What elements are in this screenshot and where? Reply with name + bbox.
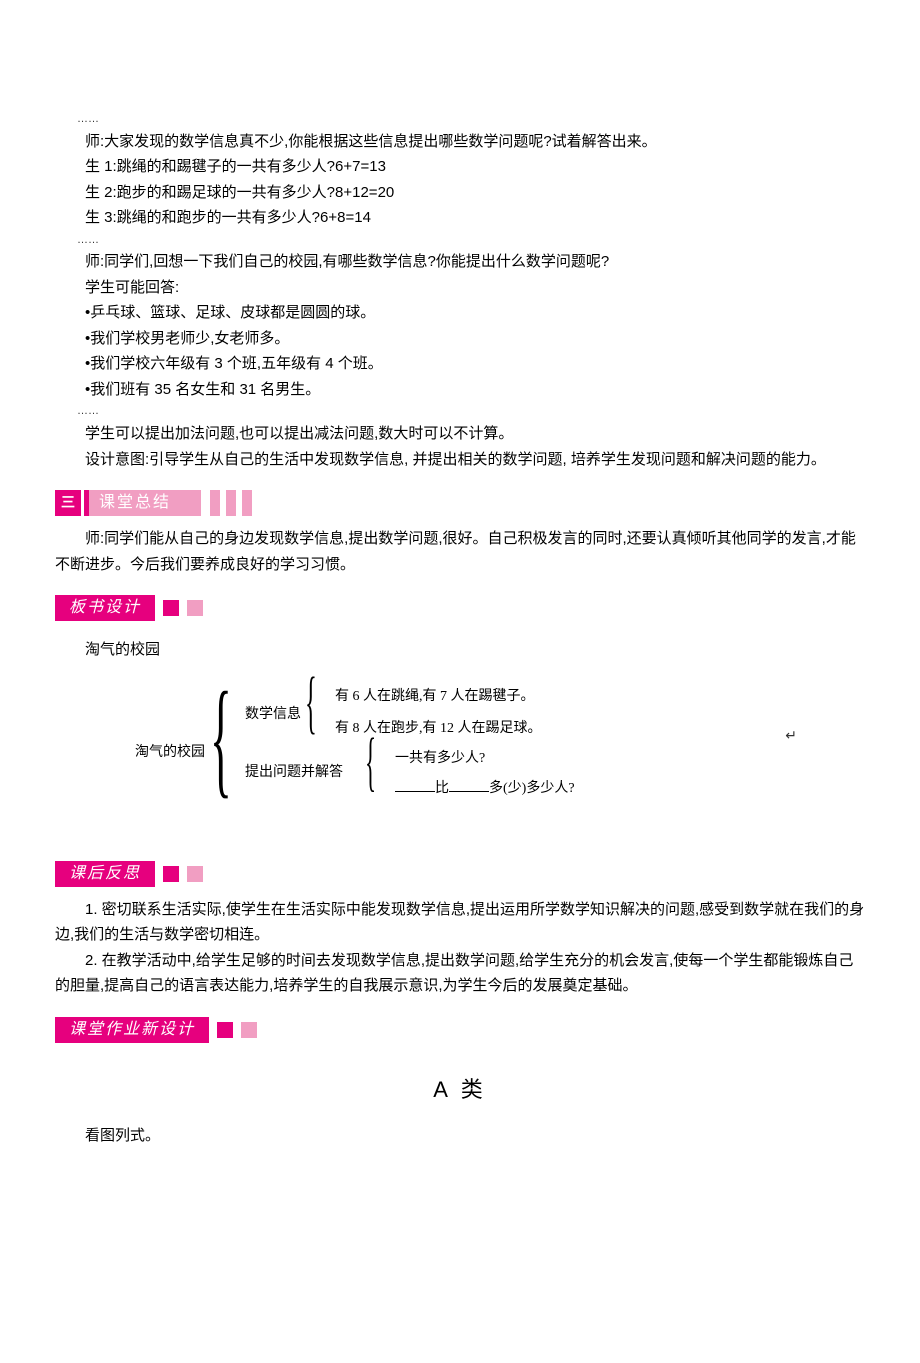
- blank-1: [395, 777, 435, 792]
- student-answer-3: 生 3:跳绳的和跑步的一共有多少人?6+8=14: [55, 205, 865, 231]
- bullet-4: •我们班有 35 名女生和 31 名男生。: [85, 377, 865, 403]
- heading-square-light: [241, 1022, 257, 1038]
- diagram-branch-info: 数学信息: [245, 703, 301, 727]
- banner-icon-three: 三: [55, 490, 81, 516]
- board-subtitle: 淘气的校园: [85, 637, 865, 663]
- section-banner-summary: 三 课堂总结: [55, 490, 252, 516]
- diagram-question-1: 一共有多少人?: [395, 747, 485, 771]
- diagram-info-1: 有 6 人在跳绳,有 7 人在踢毽子。: [335, 685, 535, 709]
- blank-2: [449, 777, 489, 792]
- student-answer-1: 生 1:跳绳的和踢毽子的一共有多少人?6+7=13: [55, 154, 865, 180]
- heading-square-light: [187, 600, 203, 616]
- heading-square-dark: [163, 866, 179, 882]
- reflection-p2: 2. 在教学活动中,给学生足够的时间去发现数学信息,提出数学问题,给学生充分的机…: [55, 948, 865, 999]
- ellipsis: ……: [55, 231, 865, 250]
- heading-reflection: 课后反思: [55, 861, 203, 887]
- student-answer-2: 生 2:跑步的和踢足球的一共有多少人?8+12=20: [55, 180, 865, 206]
- summary-text: 师:同学们能从自己的身边发现数学信息,提出数学问题,很好。自己积极发言的同时,还…: [55, 526, 865, 577]
- bullet-3: •我们学校六年级有 3 个班,五年级有 4 个班。: [85, 351, 865, 377]
- heading-square-light: [187, 866, 203, 882]
- banner-tail: [226, 490, 236, 516]
- board-diagram: 淘气的校园 { 数学信息 { 有 6 人在跳绳,有 7 人在踢毽子。 有 8 人…: [135, 683, 785, 833]
- reflection-p1: 1. 密切联系生活实际,使学生在生活实际中能发现数学信息,提出运用所学数学知识解…: [55, 897, 865, 948]
- homework-task: 看图列式。: [55, 1123, 865, 1149]
- banner-tail: [210, 490, 220, 516]
- return-arrow-icon: ↵: [785, 725, 797, 749]
- bullet-2: •我们学校男老师少,女老师多。: [85, 326, 865, 352]
- brace-small-2: {: [365, 737, 376, 787]
- heading-homework: 课堂作业新设计: [55, 1017, 257, 1043]
- bullet-1: •乒乓球、篮球、足球、皮球都是圆圆的球。: [85, 300, 865, 326]
- heading-label: 课堂作业新设计: [55, 1017, 209, 1043]
- heading-square-dark: [163, 600, 179, 616]
- diagram-root: 淘气的校园: [135, 741, 205, 765]
- brace-main: {: [210, 683, 232, 793]
- q2-mid: 比: [435, 781, 449, 796]
- ellipsis: ……: [55, 110, 865, 129]
- q2-tail: 多(少)多少人?: [489, 781, 575, 796]
- banner-label: 课堂总结: [89, 490, 201, 516]
- diagram-question-2: 比 多(少)多少人?: [395, 777, 575, 801]
- student-possible-intro: 学生可能回答:: [55, 275, 865, 301]
- diagram-branch-question: 提出问题并解答: [245, 761, 343, 785]
- teacher-prompt-1: 师:大家发现的数学信息真不少,你能根据这些信息提出哪些数学问题呢?试着解答出来。: [55, 129, 865, 155]
- heading-board: 板书设计: [55, 595, 203, 621]
- teacher-prompt-2: 师:同学们,回想一下我们自己的校园,有哪些数学信息?你能提出什么数学问题呢?: [55, 249, 865, 275]
- banner-tail: [242, 490, 252, 516]
- student-add-sub: 学生可以提出加法问题,也可以提出减法问题,数大时可以不计算。: [55, 421, 865, 447]
- heading-square-dark: [217, 1022, 233, 1038]
- banner-gap: [201, 490, 204, 516]
- design-intent: 设计意图:引导学生从自己的生活中发现数学信息, 并提出相关的数学问题, 培养学生…: [55, 447, 865, 473]
- category-a-title: A 类: [55, 1071, 865, 1108]
- heading-label: 板书设计: [55, 595, 155, 621]
- brace-small-1: {: [305, 675, 317, 731]
- ellipsis: ……: [55, 402, 865, 421]
- heading-label: 课后反思: [55, 861, 155, 887]
